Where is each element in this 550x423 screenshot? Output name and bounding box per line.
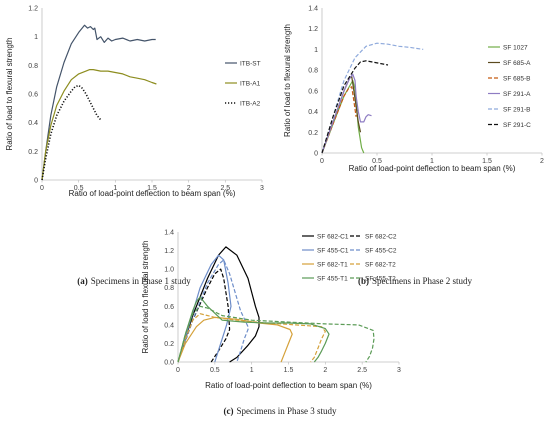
x-tick-label: 2.5 [357, 367, 367, 374]
y-tick-label: 1.4 [164, 230, 174, 237]
legend-label: SF 1027 [503, 44, 528, 51]
y-tick-label: 1.0 [164, 267, 174, 274]
x-axis-title: Ratio of load-point deflection to beam s… [205, 381, 372, 390]
x-tick-label: 3 [260, 185, 264, 192]
legend-label: SF 685-A [503, 60, 531, 67]
x-tick-label: 3 [397, 367, 401, 374]
x-tick-label: 0.5 [74, 185, 84, 192]
x-tick-label: 2 [540, 158, 544, 165]
y-tick-label: 0 [34, 178, 38, 185]
caption-c-label: (c) [224, 406, 234, 416]
y-tick-label: 1.2 [164, 248, 174, 255]
panel-a: (a) Specimens in Phase 1 study [77, 276, 191, 286]
y-tick-label: 1 [314, 47, 318, 54]
legend-label: SF 682-T2 [365, 261, 396, 268]
legend-label: SF 455-T1 [317, 275, 348, 282]
caption-a-label: (a) [77, 276, 88, 286]
legend-label: SF 682-C2 [365, 233, 397, 240]
series-line-sf-685-b [321, 86, 357, 154]
y-tick-label: 0.8 [308, 68, 318, 75]
y-axis-title: Ratio of load to flexural strength [141, 241, 150, 354]
x-tick-label: 1 [250, 367, 254, 374]
x-tick-label: 2 [187, 185, 191, 192]
legend-label: SF 455-C1 [317, 247, 349, 254]
x-tick-label: 0.5 [372, 158, 382, 165]
y-tick-label: 1.4 [308, 6, 318, 13]
x-tick-label: 0 [320, 158, 324, 165]
x-tick-label: 1.5 [482, 158, 492, 165]
y-tick-label: 0.0 [164, 360, 174, 367]
series-line-itb-a2 [41, 84, 102, 181]
panel-b: (b) Specimens in Phase 2 study [358, 276, 472, 286]
series-line-sf-682-c1 [177, 246, 260, 363]
caption-b: (b) Specimens in Phase 2 study [358, 276, 472, 286]
x-axis-title: Ratio of load-point deflection to beam s… [349, 164, 516, 173]
x-axis-title: Ratio of load-point deflection to beam s… [69, 189, 236, 198]
legend-label: ITB-ST [240, 60, 261, 67]
chart-0: 0 0.5 1 1.5 2 2.5 3 0 0.2 0.4 0.6 0.8 1 1.2 Ratio of l… [5, 6, 264, 199]
legend-label: SF 291-A [503, 91, 531, 98]
legend-label: SF 291-B [503, 106, 530, 113]
series-line-sf-682-t2 [177, 313, 326, 363]
y-tick-label: 0.4 [308, 109, 318, 116]
series-line-itb-st [41, 24, 156, 181]
caption-c-text: Specimens in Phase 3 study [237, 406, 337, 416]
y-tick-label: 0.6 [28, 92, 38, 99]
legend-label: ITB-A1 [240, 80, 261, 87]
series-line-sf-455-t2 [177, 305, 375, 363]
y-tick-label: 0.6 [164, 304, 174, 311]
y-tick-label: 0.8 [164, 285, 174, 292]
legend-label: SF 455-C2 [365, 247, 397, 254]
y-tick-label: 1 [34, 34, 38, 41]
x-tick-label: 2 [323, 367, 327, 374]
caption-a: (a) Specimens in Phase 1 study [77, 276, 191, 286]
series-line-sf-291-b [321, 42, 424, 154]
x-tick-label: 2.5 [220, 185, 230, 192]
x-tick-label: 1 [430, 158, 434, 165]
series-line-sf-455-c1 [177, 254, 232, 363]
caption-a-text: Specimens in Phase 1 study [91, 276, 191, 286]
y-tick-label: 0.4 [28, 120, 38, 127]
panel-c: (c) Specimens in Phase 3 study [224, 406, 337, 416]
y-axis-title: Ratio of load to flexural strength [283, 24, 292, 137]
series-line-sf-291-c [321, 60, 389, 154]
x-tick-label: 0 [176, 367, 180, 374]
y-tick-label: 0.2 [164, 341, 174, 348]
caption-b-label: (b) [358, 276, 369, 286]
legend-label: SF 685-B [503, 75, 530, 82]
legend-label: SF 682-C1 [317, 233, 349, 240]
x-tick-label: 1.5 [284, 367, 294, 374]
legend-label: SF 682-T1 [317, 261, 348, 268]
x-tick-label: 1 [113, 185, 117, 192]
y-tick-label: 0.4 [164, 322, 174, 329]
legend-label: SF 455-T2 [365, 275, 396, 282]
y-axis-title: Ratio of load to flexural strength [5, 38, 14, 151]
y-tick-label: 0.2 [28, 149, 38, 156]
x-tick-label: 0.5 [210, 367, 220, 374]
y-tick-label: 0.6 [308, 88, 318, 95]
series-line-sf-291-a [321, 73, 372, 154]
chart-2: 0 0.5 1 1.5 2 2.5 3 0.0 0.2 0.4 0.6 0.8 1.0 1.2 1.4 Rat… [141, 230, 401, 391]
x-tick-label: 1.5 [147, 185, 157, 192]
x-tick-label: 0 [40, 185, 44, 192]
series-line-sf-682-c2 [177, 268, 231, 363]
y-tick-label: 1.2 [28, 6, 38, 13]
y-tick-label: 0.2 [308, 130, 318, 137]
caption-c: (c) Specimens in Phase 3 study [224, 406, 337, 416]
y-tick-label: 0 [314, 151, 318, 158]
caption-b-text: Specimens in Phase 2 study [372, 276, 472, 286]
series-line-itb-a1 [41, 68, 157, 181]
legend-label: SF 291-C [503, 122, 531, 129]
series-line-sf-455-t1 [177, 296, 330, 363]
chart-1: 0 0.5 1 1.5 2 0 0.2 0.4 0.6 0.8 1 1.2 1.4 Ratio of lo… [283, 6, 544, 174]
y-tick-label: 1.2 [308, 26, 318, 33]
series-line-sf-455-c2 [177, 259, 249, 363]
y-tick-label: 0.8 [28, 63, 38, 70]
legend-label: ITB-A2 [240, 100, 261, 107]
